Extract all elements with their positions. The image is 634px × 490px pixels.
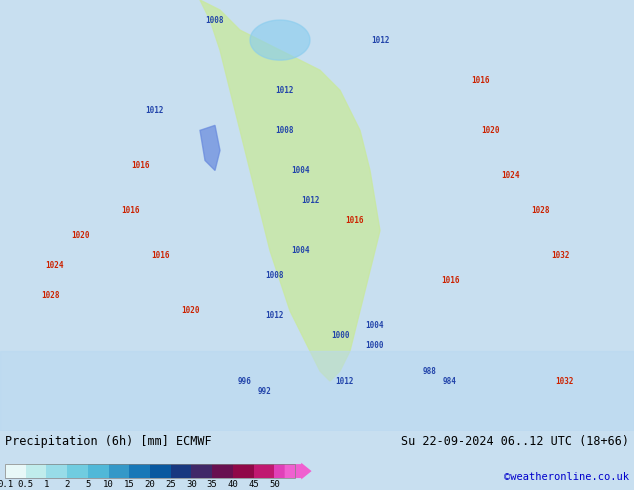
- Bar: [233, 464, 254, 478]
- Bar: [191, 464, 212, 478]
- Text: 50: 50: [269, 480, 280, 489]
- Text: 1032: 1032: [556, 376, 574, 386]
- Bar: [254, 464, 275, 478]
- Polygon shape: [200, 125, 220, 171]
- Text: 1008: 1008: [206, 16, 224, 24]
- Text: 1016: 1016: [120, 206, 139, 215]
- Text: 1000: 1000: [366, 342, 384, 350]
- Text: 1008: 1008: [266, 271, 284, 280]
- Bar: [275, 464, 295, 478]
- Polygon shape: [0, 351, 634, 431]
- Text: 10: 10: [103, 480, 114, 489]
- Text: Precipitation (6h) [mm] ECMWF: Precipitation (6h) [mm] ECMWF: [5, 435, 212, 448]
- Text: 988: 988: [423, 367, 437, 375]
- Text: 20: 20: [145, 480, 155, 489]
- Polygon shape: [200, 0, 380, 381]
- Bar: [150, 464, 171, 478]
- Bar: [108, 464, 129, 478]
- Text: 1020: 1020: [181, 306, 199, 316]
- Text: 996: 996: [238, 376, 252, 386]
- Polygon shape: [250, 20, 310, 60]
- Text: 2: 2: [65, 480, 70, 489]
- Text: 1016: 1016: [441, 276, 459, 285]
- Text: 1: 1: [44, 480, 49, 489]
- Text: 1012: 1012: [146, 106, 164, 115]
- Text: 1004: 1004: [291, 166, 309, 175]
- Text: 1016: 1016: [471, 76, 489, 85]
- Text: 1032: 1032: [551, 251, 569, 260]
- Text: 984: 984: [443, 376, 457, 386]
- Bar: [67, 464, 88, 478]
- Bar: [212, 464, 233, 478]
- Text: 40: 40: [228, 480, 238, 489]
- Text: 45: 45: [248, 480, 259, 489]
- Text: Su 22-09-2024 06..12 UTC (18+66): Su 22-09-2024 06..12 UTC (18+66): [401, 435, 629, 448]
- Bar: [5, 464, 26, 478]
- Text: 1016: 1016: [151, 251, 169, 260]
- Text: ©weatheronline.co.uk: ©weatheronline.co.uk: [504, 472, 629, 482]
- Text: 1012: 1012: [266, 311, 284, 320]
- Text: 0.1: 0.1: [0, 480, 13, 489]
- Bar: [88, 464, 108, 478]
- FancyArrow shape: [285, 463, 311, 479]
- Text: 30: 30: [186, 480, 197, 489]
- Text: 1012: 1012: [336, 376, 354, 386]
- Text: 1020: 1020: [71, 231, 89, 240]
- Text: 1008: 1008: [276, 126, 294, 135]
- Text: 5: 5: [85, 480, 91, 489]
- Bar: [129, 464, 150, 478]
- Text: 1020: 1020: [481, 126, 499, 135]
- Text: 1016: 1016: [346, 216, 365, 225]
- Text: 1024: 1024: [501, 171, 519, 180]
- Text: 0.5: 0.5: [18, 480, 34, 489]
- Bar: [26, 464, 46, 478]
- Text: 25: 25: [165, 480, 176, 489]
- Text: 1028: 1028: [531, 206, 549, 215]
- Bar: [171, 464, 191, 478]
- Text: 1012: 1012: [301, 196, 320, 205]
- Bar: [46, 464, 67, 478]
- Text: 1004: 1004: [366, 321, 384, 330]
- Text: 992: 992: [258, 387, 272, 395]
- Bar: [5, 464, 295, 478]
- Text: 1024: 1024: [46, 261, 64, 270]
- Text: 1016: 1016: [131, 161, 149, 170]
- Text: 35: 35: [207, 480, 217, 489]
- Text: 1028: 1028: [41, 292, 59, 300]
- Text: 1000: 1000: [331, 331, 349, 341]
- Text: 1012: 1012: [371, 36, 389, 45]
- Text: 1004: 1004: [291, 246, 309, 255]
- Text: 1012: 1012: [276, 86, 294, 95]
- Text: 15: 15: [124, 480, 134, 489]
